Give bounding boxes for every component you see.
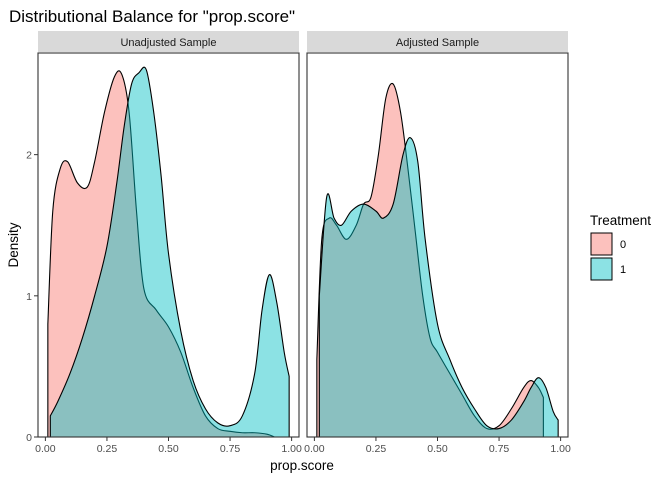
x-tick-label: 1.00 — [281, 443, 302, 455]
x-tick-label: 0.75 — [489, 443, 510, 455]
density-series-1 — [318, 137, 559, 437]
facet-strip-label: Adjusted Sample — [396, 37, 479, 49]
legend-title: Treatment — [590, 213, 651, 228]
y-tick-label: 1 — [26, 291, 32, 303]
density-series-1 — [49, 66, 290, 437]
x-tick-label: 0.00 — [304, 443, 325, 455]
x-tick-label: 1.00 — [550, 443, 571, 455]
x-tick-label: 0.50 — [427, 443, 448, 455]
x-tick-label: 0.50 — [158, 443, 179, 455]
legend-label-0: 0 — [620, 239, 626, 251]
legend-key-0 — [590, 232, 613, 256]
density-series-0 — [316, 82, 544, 437]
chart-title: Distributional Balance for "prop.score" — [9, 7, 295, 26]
y-tick-label: 0 — [26, 432, 32, 444]
panel-1: Unadjusted Sample 0.00 0.25 0.50 0.75 1.00 0 1 2 — [26, 31, 302, 455]
x-tick-label: 0.00 — [35, 443, 56, 455]
y-axis-label: Density — [6, 222, 21, 267]
facet-strip-label: Unadjusted Sample — [120, 37, 216, 49]
x-tick-label: 0.25 — [97, 443, 118, 455]
x-tick-label: 0.25 — [366, 443, 387, 455]
y-tick-label: 2 — [26, 150, 32, 162]
facet-panels: Unadjusted Sample 0.00 0.25 0.50 0.75 1.00 0 1 2… — [26, 31, 571, 455]
legend-label-1: 1 — [620, 264, 626, 276]
legend: Treatment 0 1 — [590, 213, 651, 281]
panel-2: Adjusted Sample 0.00 0.25 0.50 0.75 1.00 — [304, 31, 571, 455]
legend-key-1 — [590, 257, 613, 281]
facet-strip — [38, 31, 299, 52]
x-axis-label: prop.score — [270, 458, 334, 473]
facet-strip — [307, 31, 568, 52]
density-series-0 — [47, 70, 275, 437]
plot-area — [307, 53, 568, 437]
x-tick-label: 0.75 — [220, 443, 241, 455]
plot-area — [38, 53, 299, 437]
